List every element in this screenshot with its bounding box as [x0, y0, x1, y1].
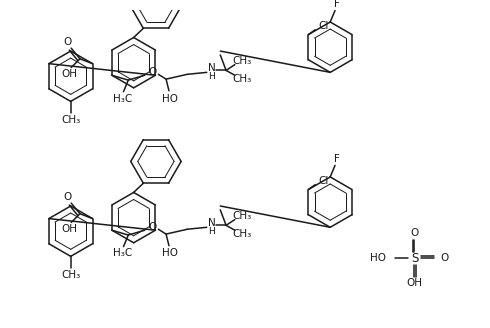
Text: OH: OH [407, 278, 422, 288]
Text: OH: OH [61, 224, 77, 234]
Text: S: S [411, 252, 418, 265]
Text: OH: OH [61, 69, 77, 79]
Text: O: O [148, 222, 157, 232]
Text: Cl: Cl [318, 176, 329, 186]
Text: O: O [410, 228, 418, 238]
Text: HO: HO [162, 248, 178, 258]
Text: CH₃: CH₃ [61, 270, 80, 280]
Text: H₃C: H₃C [113, 248, 132, 258]
Text: CH₃: CH₃ [232, 229, 251, 239]
Text: F: F [334, 154, 340, 164]
Text: N: N [208, 64, 216, 73]
Text: H: H [208, 72, 215, 81]
Text: H₃C: H₃C [113, 93, 132, 104]
Text: HO: HO [370, 253, 387, 263]
Text: F: F [334, 0, 340, 9]
Text: O: O [63, 37, 72, 47]
Text: Cl: Cl [318, 21, 329, 31]
Text: O: O [63, 192, 72, 202]
Text: O: O [148, 67, 157, 77]
Text: N: N [208, 218, 216, 228]
Text: CH₃: CH₃ [232, 211, 251, 221]
Text: CH₃: CH₃ [232, 74, 251, 84]
Text: HO: HO [162, 93, 178, 104]
Text: H: H [208, 227, 215, 236]
Text: CH₃: CH₃ [232, 56, 251, 66]
Text: O: O [441, 253, 449, 263]
Text: CH₃: CH₃ [61, 115, 80, 125]
